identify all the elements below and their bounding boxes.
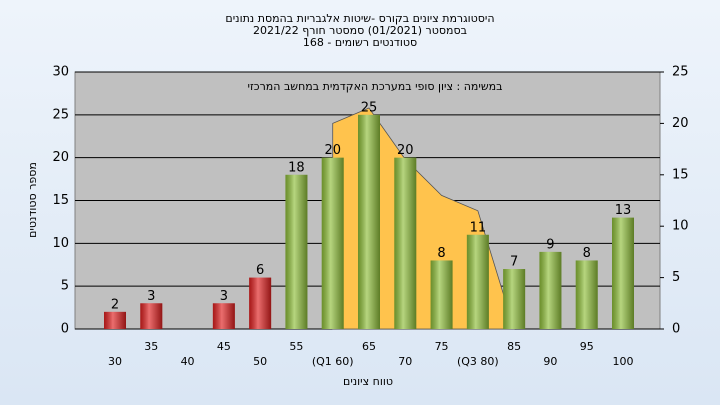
x-tick-label: 45 [217, 340, 231, 353]
y-axis-label: מספר סטודנטים [26, 162, 39, 238]
data-label: 7 [510, 255, 518, 270]
y-tick-label: 15 [52, 193, 69, 208]
x-tick-label: 40 [181, 355, 195, 368]
bar-shade [466, 234, 489, 329]
data-label: 2 [111, 297, 119, 312]
data-label: 3 [147, 289, 155, 304]
bar-shade [285, 174, 308, 329]
x-tick-label: 50 [253, 355, 267, 368]
x-tick-label: (Q3 80) [457, 355, 499, 368]
data-label: 9 [546, 237, 554, 252]
bar-shade [358, 114, 380, 329]
x-axis-label: טווח ציונים [343, 375, 393, 388]
x-tick-label: 70 [398, 355, 412, 368]
data-label: 20 [397, 143, 414, 158]
bar-shade [394, 157, 417, 329]
y2-tick-label: 25 [672, 65, 689, 80]
x-tick-label: 85 [507, 340, 521, 353]
y-tick-label: 20 [52, 150, 69, 165]
x-tick-label: 90 [543, 355, 557, 368]
y-tick-label: 30 [52, 65, 69, 80]
data-label: 11 [470, 220, 487, 235]
x-tick-label: 35 [144, 340, 158, 353]
data-label: 20 [324, 143, 341, 158]
y-tick-label: 25 [52, 107, 69, 122]
bar-shade [104, 311, 126, 329]
data-label: 18 [288, 160, 305, 175]
y-tick-label: 0 [61, 322, 69, 337]
data-label: 8 [437, 246, 445, 261]
bar-shade [430, 260, 453, 329]
x-tick-label: 55 [289, 340, 303, 353]
y2-tick-label: 0 [672, 322, 680, 337]
bar-shade [575, 260, 598, 329]
y-tick-label: 10 [52, 236, 69, 251]
bar-shade [212, 303, 235, 329]
chart-title: היסטוגרמת ציונים בקורס -שיטות אלגבריות ב… [225, 12, 494, 25]
y2-tick-label: 20 [672, 116, 689, 131]
y-tick-label: 5 [61, 279, 69, 294]
bar-shade [539, 251, 562, 329]
x-tick-label: (Q1 60) [312, 355, 354, 368]
data-label: 13 [615, 203, 632, 218]
x-tick-label: 65 [362, 340, 376, 353]
bar-shade [321, 157, 344, 329]
y2-tick-label: 5 [672, 270, 680, 285]
bar-shade [249, 277, 272, 329]
x-tick-label: 95 [580, 340, 594, 353]
data-label: 25 [361, 100, 378, 115]
bar-shade [503, 269, 526, 329]
bar-shade [612, 217, 634, 329]
data-label: 3 [220, 289, 228, 304]
chart-subtitle: סטודנטים רשומים - 168 [303, 36, 417, 49]
chart-subtitle: בסמסטר (01/2021) סמסטר חורף 2021/22 [253, 24, 467, 37]
x-tick-label: 100 [613, 355, 634, 368]
data-label: 6 [256, 263, 264, 278]
data-label: 8 [583, 246, 591, 261]
x-tick-label: 30 [108, 355, 122, 368]
x-tick-label: 75 [435, 340, 449, 353]
bar-shade [140, 303, 163, 329]
y2-tick-label: 15 [672, 167, 689, 182]
y2-tick-label: 10 [672, 219, 689, 234]
annotation: במשימה : ציון סופי במערכת האקדמית במחשב … [248, 80, 503, 93]
